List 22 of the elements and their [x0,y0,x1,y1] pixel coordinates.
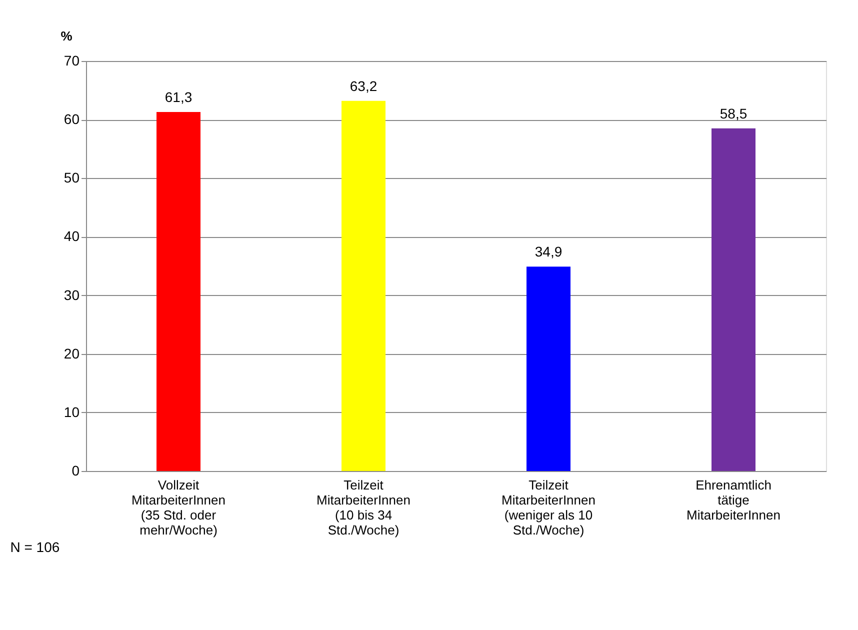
y-tick-label: 20 [64,345,80,362]
text: N = 106 [10,539,60,555]
y-tick-label: 40 [64,228,80,244]
y-tick-label: 60 [64,111,80,128]
y-tick-label: 10 [64,404,80,420]
x-tick-label: Teilzeit MitarbeiterInnen (10 bis 34 Std./Woche) [316,478,410,538]
y-tick-label: 70 [64,52,80,68]
y-axis-title: % [60,28,73,44]
x-tick-label: Vollzeit MitarbeiterInnen (35 Std. oder mehr/Woche) [132,478,226,538]
bar [526,266,570,471]
data-label: 58,5 [720,105,748,122]
y-tick-label: 50 [64,170,80,186]
bar [342,100,386,471]
x-tick-label: Ehrenamtlich tätige MitarbeiterInnen [686,478,780,522]
y-tick-label: 0 [72,462,80,478]
data-label: 61,3 [164,88,192,105]
data-label: 34,9 [534,244,562,260]
data-label: 63,2 [350,78,378,94]
bar [712,128,756,471]
bar [156,112,200,471]
y-tick-label: 30 [64,286,80,303]
x-tick-label: Teilzeit MitarbeiterInnen (weniger als 10 Std./Woche) [502,478,596,538]
